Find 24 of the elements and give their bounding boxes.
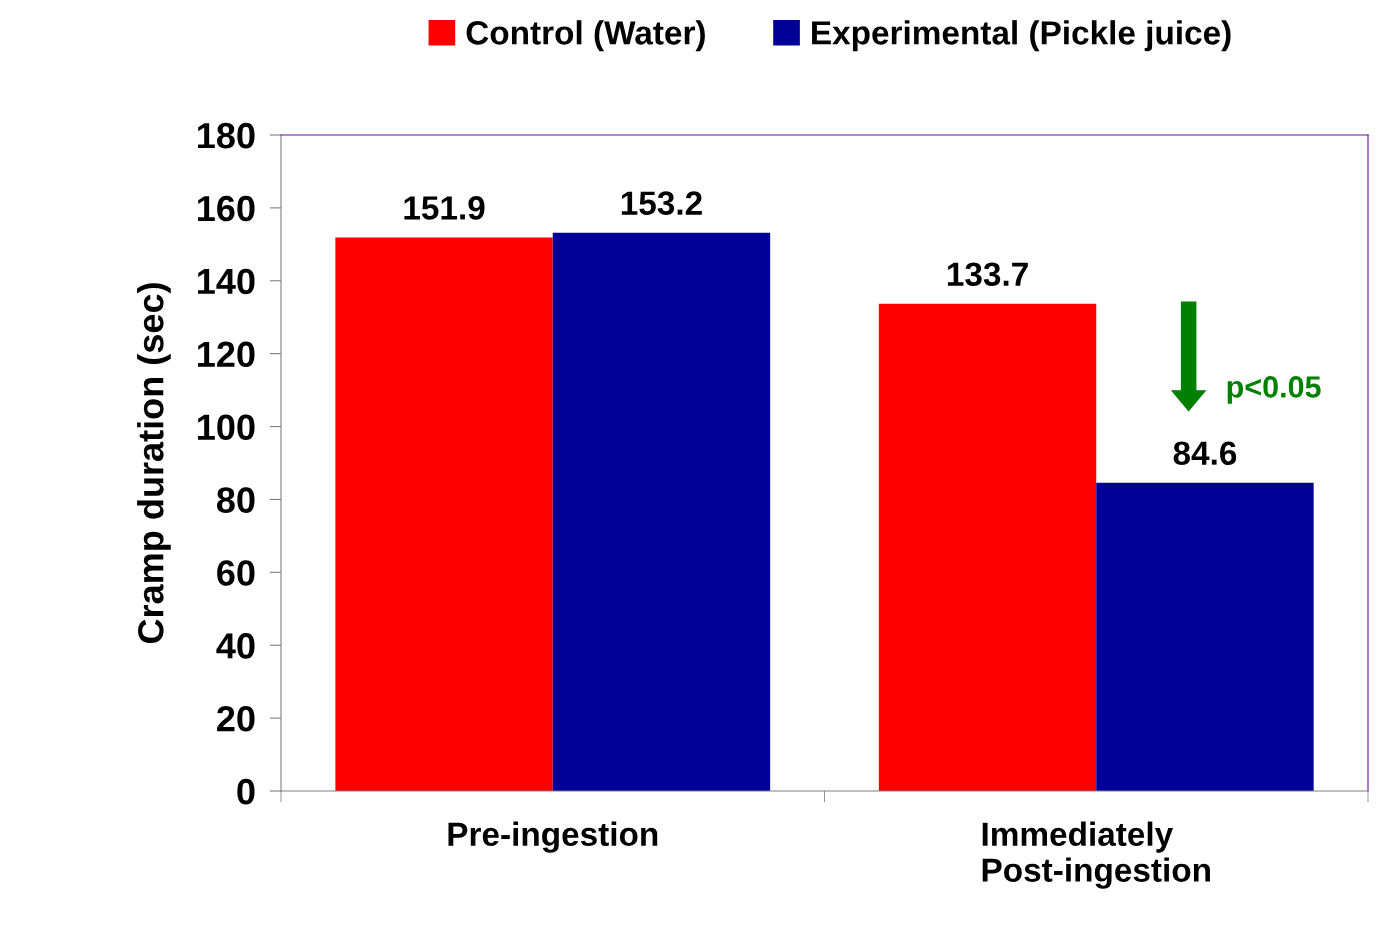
y-tick-label: 140 xyxy=(198,268,255,295)
y-tick-label: 80 xyxy=(216,487,255,513)
y-axis-title: Cramp duration (sec) xyxy=(137,283,171,644)
y-tick-label: 160 xyxy=(198,195,255,222)
data-label: 151.9 xyxy=(404,196,485,220)
y-tick-label: 60 xyxy=(217,560,255,586)
bar xyxy=(1096,482,1314,791)
data-label: 84.6 xyxy=(1173,441,1237,465)
bar xyxy=(335,237,553,791)
data-label: 153.2 xyxy=(621,191,702,216)
data-label: 133.7 xyxy=(947,262,1028,287)
y-tick-label: 180 xyxy=(198,122,255,149)
x-tick-label: Immediately Post-ingestion xyxy=(982,821,1210,889)
annotation: p<0.05 xyxy=(1227,376,1321,404)
bar xyxy=(552,232,771,791)
bar xyxy=(878,303,1097,791)
x-tick-label: Pre-ingestion xyxy=(448,821,658,853)
y-tick-label: 0 xyxy=(237,778,255,805)
legend-label: Control (Water) xyxy=(466,20,705,52)
y-tick-label: 20 xyxy=(217,705,255,732)
y-tick-label: 100 xyxy=(198,414,255,440)
legend-label: Experimental (Pickle juice) xyxy=(812,20,1231,52)
y-tick-label: 120 xyxy=(198,341,255,368)
y-tick-label: 40 xyxy=(216,633,255,659)
